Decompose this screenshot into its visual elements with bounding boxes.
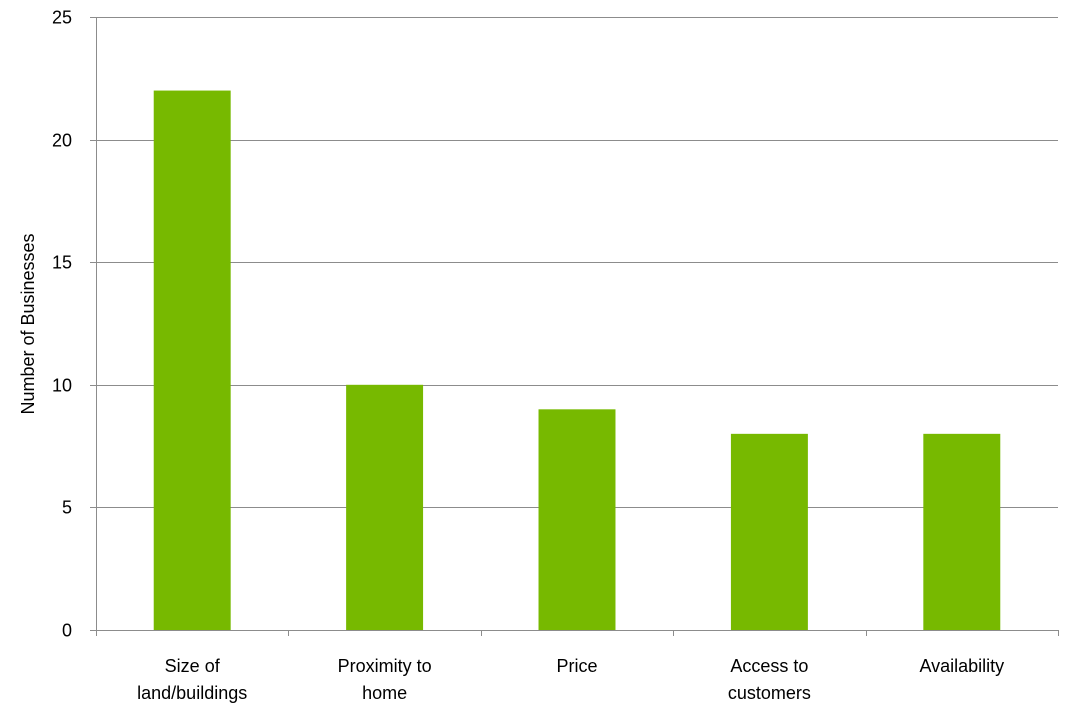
y-tick-label-5: 5 (62, 498, 72, 518)
y-axis-title: Number of Businesses (18, 233, 38, 414)
y-tick-label-10: 10 (52, 376, 72, 396)
y-tick-label-25: 25 (52, 8, 72, 28)
bar-3 (730, 433, 808, 630)
x-category-label-line: Price (556, 656, 597, 676)
x-category-label-2: Price (556, 656, 597, 676)
x-category-label-line: Size of (165, 656, 221, 676)
x-category-label-line: home (362, 683, 407, 703)
x-category-label-1: Proximity to home (338, 656, 432, 703)
bars (153, 90, 1001, 630)
x-category-labels: Size of land/buildings Proximity to home Pri… (137, 656, 1004, 703)
x-category-label-3: Access to customers (728, 656, 811, 703)
bar-4 (923, 433, 1001, 630)
bar-1 (346, 384, 424, 630)
y-tick-label-20: 20 (52, 131, 72, 151)
y-tick-label-15: 15 (52, 253, 72, 273)
y-tick-labels: 0 5 10 15 20 25 (52, 8, 72, 641)
x-category-label-line: Availability (919, 656, 1004, 676)
gridlines (96, 17, 1058, 508)
x-category-label-line: land/buildings (137, 683, 247, 703)
x-category-label-line: Proximity to (338, 656, 432, 676)
x-category-label-4: Availability (919, 656, 1004, 676)
x-category-label-line: Access to (730, 656, 808, 676)
bar-2 (538, 409, 616, 630)
axes (90, 17, 1059, 636)
x-category-label-line: customers (728, 683, 811, 703)
y-tick-label-0: 0 (62, 621, 72, 641)
x-category-label-0: Size of land/buildings (137, 656, 247, 703)
bar-0 (153, 90, 231, 630)
